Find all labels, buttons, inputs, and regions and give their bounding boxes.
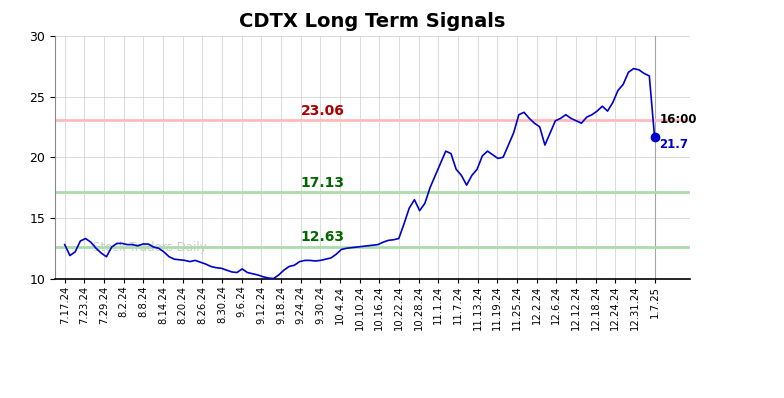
Text: 21.7: 21.7 [659,138,688,151]
Text: 23.06: 23.06 [300,103,344,118]
Text: 17.13: 17.13 [300,176,345,189]
Title: CDTX Long Term Signals: CDTX Long Term Signals [239,12,506,31]
Text: 16:00: 16:00 [659,113,697,126]
Text: Stock Traders Daily: Stock Traders Daily [93,241,207,254]
Text: 12.63: 12.63 [300,230,345,244]
